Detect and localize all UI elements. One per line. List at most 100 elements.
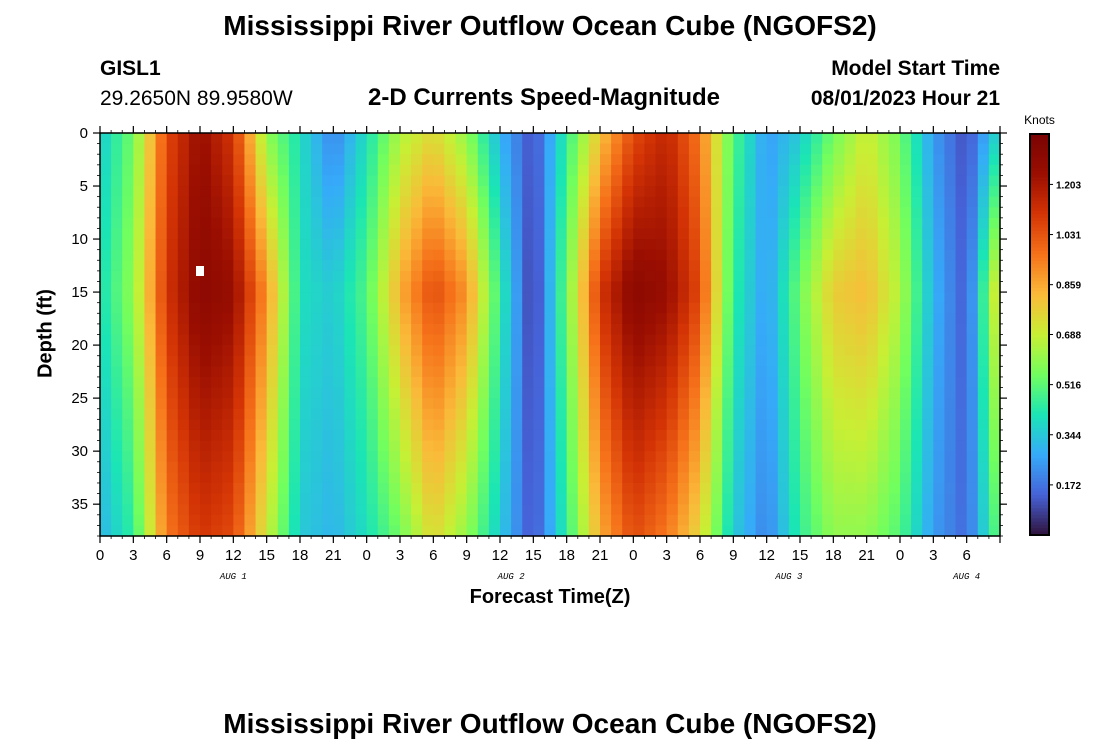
heatmap-cell <box>388 313 401 325</box>
heatmap-cell <box>577 249 590 261</box>
x-tick-label: 9 <box>462 547 470 564</box>
heatmap-cell <box>388 281 401 293</box>
heatmap-cell <box>800 217 812 230</box>
heatmap-cell <box>644 472 657 484</box>
heatmap-cell <box>322 345 334 357</box>
heatmap-cell <box>144 228 157 240</box>
heatmap-cell <box>444 493 457 505</box>
heatmap-cell <box>111 281 123 293</box>
heatmap-cell <box>322 249 334 261</box>
heatmap-cell <box>311 207 323 219</box>
heatmap-cell <box>677 323 690 336</box>
heatmap-cell <box>466 313 479 325</box>
heatmap-cell <box>277 323 290 336</box>
heatmap-cell <box>177 270 190 283</box>
colorbar-segment <box>1030 438 1049 443</box>
heatmap-cell <box>633 472 646 484</box>
heatmap-cell <box>300 387 312 399</box>
heatmap-cell <box>944 376 957 389</box>
heatmap-cell <box>611 387 623 399</box>
colorbar-segment <box>1030 321 1049 326</box>
model-start-label: Model Start Time <box>831 57 1000 80</box>
colorbar-segment <box>1030 354 1049 359</box>
heatmap-cell <box>277 419 290 431</box>
heatmap-cell <box>222 472 234 484</box>
heatmap-cell <box>766 493 779 505</box>
heatmap-cell <box>588 419 601 431</box>
heatmap-cell <box>577 387 590 399</box>
heatmap-cell <box>166 525 179 537</box>
heatmap-cell <box>411 228 423 240</box>
heatmap-cell <box>133 398 146 410</box>
heatmap-cell <box>133 387 146 399</box>
heatmap-cell <box>766 175 779 187</box>
heatmap-cell <box>422 133 434 145</box>
heatmap-cell <box>666 239 679 251</box>
heatmap-cell <box>522 196 534 208</box>
heatmap-cell <box>800 451 812 463</box>
heatmap-cell <box>800 525 812 537</box>
heatmap-cell <box>744 133 757 145</box>
heatmap-cell <box>966 249 979 261</box>
heatmap-cell <box>566 461 579 473</box>
heatmap-cell <box>622 440 634 452</box>
heatmap-cell <box>844 313 857 325</box>
heatmap-cell <box>444 133 457 145</box>
heatmap-cell <box>266 334 279 346</box>
heatmap-cell <box>422 270 434 283</box>
heatmap-cell <box>988 355 1001 367</box>
heatmap-cell <box>900 525 912 537</box>
heatmap-cell <box>422 196 434 208</box>
heatmap-cell <box>655 313 668 325</box>
heatmap-cell <box>855 493 868 505</box>
heatmap-cell <box>177 302 190 314</box>
heatmap-cell <box>144 451 157 463</box>
heatmap-cell <box>377 493 390 505</box>
heatmap-cell <box>544 133 557 145</box>
heatmap-cell <box>755 217 768 230</box>
heatmap-cell <box>433 355 446 367</box>
heatmap-cell <box>377 472 390 484</box>
heatmap-cell <box>833 514 846 526</box>
heatmap-cell <box>433 429 446 442</box>
heatmap-cell <box>311 323 323 336</box>
heatmap-cell <box>644 186 657 198</box>
heatmap-cell <box>244 461 257 473</box>
x-axis-label: Forecast Time(Z) <box>469 586 631 608</box>
heatmap-cell <box>322 387 334 399</box>
colorbar-unit-label: Knots <box>1024 113 1055 127</box>
heatmap-cell <box>511 419 523 431</box>
heatmap-cell <box>366 461 379 473</box>
heatmap-cell <box>244 239 257 251</box>
heatmap-cell <box>288 323 301 336</box>
heatmap-cell <box>666 355 679 367</box>
heatmap-cell <box>155 419 168 431</box>
heatmap-cell <box>966 270 979 283</box>
heatmap-cell <box>611 260 623 272</box>
heatmap-cell <box>955 239 968 251</box>
heatmap-cell <box>188 408 201 420</box>
heatmap-cell <box>211 313 223 325</box>
heatmap-cell <box>122 514 134 526</box>
heatmap-cell <box>388 270 401 283</box>
heatmap-cell <box>488 228 501 240</box>
heatmap-cell <box>655 302 668 314</box>
heatmap-cell <box>233 260 246 272</box>
heatmap-cell <box>911 525 923 537</box>
heatmap-cell <box>844 451 857 463</box>
heatmap-cell <box>422 408 434 420</box>
heatmap-cell <box>900 334 912 346</box>
heatmap-cell <box>988 302 1001 314</box>
heatmap-cell <box>755 345 768 357</box>
heatmap-cell <box>522 472 534 484</box>
heatmap-cell <box>511 186 523 198</box>
heatmap-cell <box>566 154 579 166</box>
heatmap-cell <box>166 323 179 336</box>
heatmap-cell <box>655 461 668 473</box>
heatmap-cell <box>711 355 723 367</box>
heatmap-cell <box>433 408 446 420</box>
heatmap-cell <box>955 429 968 442</box>
heatmap-cell <box>177 313 190 325</box>
heatmap-cell <box>344 292 357 304</box>
heatmap-cell <box>455 154 468 166</box>
